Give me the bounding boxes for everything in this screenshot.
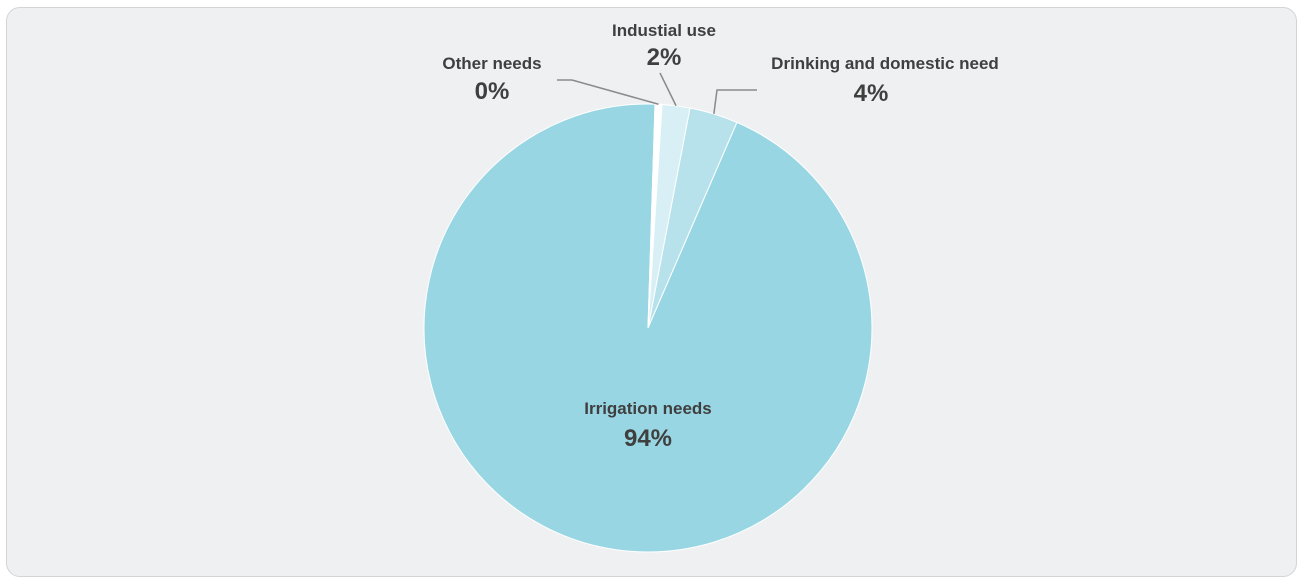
slice-label-drinking: Drinking and domestic need bbox=[771, 54, 999, 73]
pie-slice-industrial bbox=[647, 103, 691, 329]
pie-slice-irrigation bbox=[423, 103, 873, 553]
slice-value-drinking: 4% bbox=[854, 80, 889, 107]
pie-chart: Irrigation needs 94% Drinking and domest… bbox=[423, 21, 999, 553]
pie-slices bbox=[423, 103, 873, 553]
slice-label-irrigation: Irrigation needs bbox=[584, 399, 712, 418]
slice-label-industrial: Industial use bbox=[612, 21, 716, 40]
leader-line-drinking bbox=[713, 89, 757, 114]
slice-value-other: 0% bbox=[475, 78, 510, 105]
leader-line-industrial bbox=[659, 72, 677, 107]
slice-label-other: Other needs bbox=[442, 54, 541, 73]
slice-value-industrial: 2% bbox=[647, 44, 682, 71]
leader-line-other bbox=[557, 79, 659, 105]
leader-lines bbox=[557, 72, 757, 114]
slice-value-irrigation: 94% bbox=[624, 425, 672, 452]
